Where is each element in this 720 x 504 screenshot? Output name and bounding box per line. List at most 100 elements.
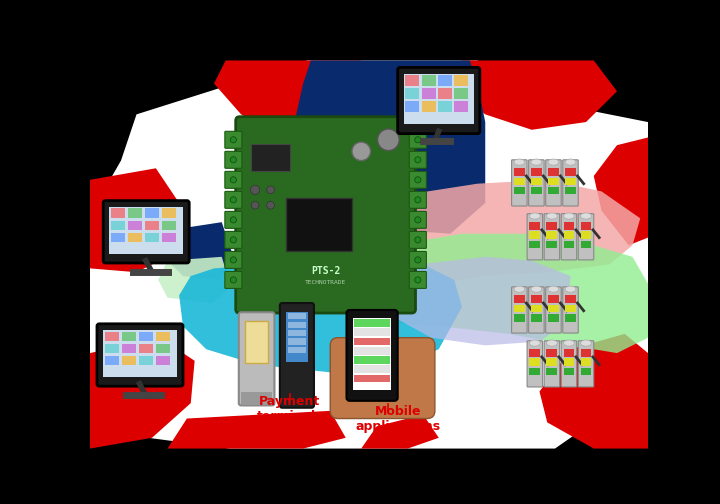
FancyBboxPatch shape [422, 101, 436, 112]
Ellipse shape [377, 129, 399, 151]
FancyBboxPatch shape [104, 332, 119, 341]
FancyBboxPatch shape [438, 88, 452, 99]
Polygon shape [90, 338, 194, 449]
FancyBboxPatch shape [565, 304, 576, 312]
FancyBboxPatch shape [225, 171, 242, 188]
FancyBboxPatch shape [139, 344, 153, 353]
FancyBboxPatch shape [438, 75, 452, 86]
FancyBboxPatch shape [548, 187, 559, 195]
FancyBboxPatch shape [546, 222, 557, 230]
FancyBboxPatch shape [580, 240, 591, 248]
FancyBboxPatch shape [162, 221, 176, 230]
Polygon shape [378, 257, 570, 345]
Ellipse shape [415, 277, 421, 283]
FancyBboxPatch shape [287, 313, 306, 319]
FancyBboxPatch shape [225, 151, 242, 168]
FancyBboxPatch shape [354, 347, 390, 355]
FancyBboxPatch shape [529, 358, 540, 366]
Ellipse shape [546, 340, 557, 346]
FancyBboxPatch shape [354, 374, 390, 383]
Text: TECHNOTRADE: TECHNOTRADE [305, 280, 346, 285]
Polygon shape [350, 180, 640, 284]
Ellipse shape [415, 137, 421, 143]
FancyBboxPatch shape [251, 144, 290, 170]
Ellipse shape [548, 286, 559, 292]
FancyBboxPatch shape [122, 344, 136, 353]
Ellipse shape [415, 177, 421, 183]
FancyBboxPatch shape [548, 304, 559, 312]
Ellipse shape [230, 197, 236, 203]
FancyBboxPatch shape [514, 168, 525, 176]
Ellipse shape [514, 159, 525, 165]
FancyBboxPatch shape [514, 314, 525, 322]
FancyBboxPatch shape [512, 160, 527, 206]
FancyBboxPatch shape [514, 295, 525, 303]
FancyBboxPatch shape [531, 314, 542, 322]
Polygon shape [214, 60, 361, 141]
FancyBboxPatch shape [409, 272, 426, 288]
Ellipse shape [514, 286, 525, 292]
Ellipse shape [564, 340, 575, 346]
Polygon shape [158, 257, 231, 303]
Ellipse shape [565, 159, 576, 165]
FancyBboxPatch shape [409, 171, 426, 188]
FancyBboxPatch shape [512, 287, 527, 333]
FancyBboxPatch shape [529, 222, 540, 230]
FancyBboxPatch shape [162, 233, 176, 242]
FancyBboxPatch shape [529, 349, 540, 357]
FancyBboxPatch shape [529, 240, 540, 248]
FancyBboxPatch shape [531, 187, 542, 195]
FancyBboxPatch shape [225, 251, 242, 268]
Polygon shape [342, 234, 648, 353]
FancyBboxPatch shape [454, 75, 468, 86]
FancyBboxPatch shape [225, 192, 242, 208]
Ellipse shape [580, 340, 591, 346]
Ellipse shape [531, 159, 542, 165]
FancyBboxPatch shape [561, 341, 577, 387]
FancyBboxPatch shape [564, 349, 575, 357]
FancyBboxPatch shape [225, 132, 242, 148]
FancyBboxPatch shape [548, 177, 559, 185]
FancyBboxPatch shape [128, 221, 142, 230]
Ellipse shape [415, 157, 421, 163]
FancyBboxPatch shape [97, 324, 183, 386]
Polygon shape [539, 334, 648, 449]
FancyBboxPatch shape [139, 356, 153, 365]
Ellipse shape [565, 286, 576, 292]
FancyBboxPatch shape [287, 330, 306, 336]
FancyBboxPatch shape [156, 356, 170, 365]
FancyBboxPatch shape [111, 208, 125, 218]
FancyBboxPatch shape [286, 198, 352, 251]
FancyBboxPatch shape [409, 251, 426, 268]
FancyBboxPatch shape [103, 330, 177, 377]
FancyBboxPatch shape [578, 214, 594, 260]
FancyBboxPatch shape [235, 117, 415, 313]
FancyBboxPatch shape [546, 368, 557, 375]
Polygon shape [179, 257, 462, 372]
FancyBboxPatch shape [346, 310, 397, 401]
FancyBboxPatch shape [409, 231, 426, 248]
FancyBboxPatch shape [353, 318, 392, 390]
FancyBboxPatch shape [514, 177, 525, 185]
Ellipse shape [529, 340, 540, 346]
FancyBboxPatch shape [145, 233, 159, 242]
Ellipse shape [415, 257, 421, 263]
Ellipse shape [266, 186, 274, 194]
Polygon shape [446, 60, 617, 130]
FancyBboxPatch shape [544, 341, 559, 387]
Ellipse shape [415, 237, 421, 243]
FancyBboxPatch shape [565, 314, 576, 322]
Ellipse shape [230, 177, 236, 183]
FancyBboxPatch shape [531, 168, 542, 176]
FancyBboxPatch shape [354, 338, 390, 345]
FancyBboxPatch shape [546, 287, 561, 333]
FancyBboxPatch shape [404, 74, 474, 124]
Text: PTS-2: PTS-2 [311, 266, 341, 276]
FancyBboxPatch shape [162, 208, 176, 218]
FancyBboxPatch shape [287, 347, 306, 353]
FancyBboxPatch shape [565, 187, 576, 195]
FancyBboxPatch shape [145, 221, 159, 230]
FancyBboxPatch shape [527, 341, 543, 387]
FancyBboxPatch shape [128, 208, 142, 218]
FancyBboxPatch shape [580, 358, 591, 366]
